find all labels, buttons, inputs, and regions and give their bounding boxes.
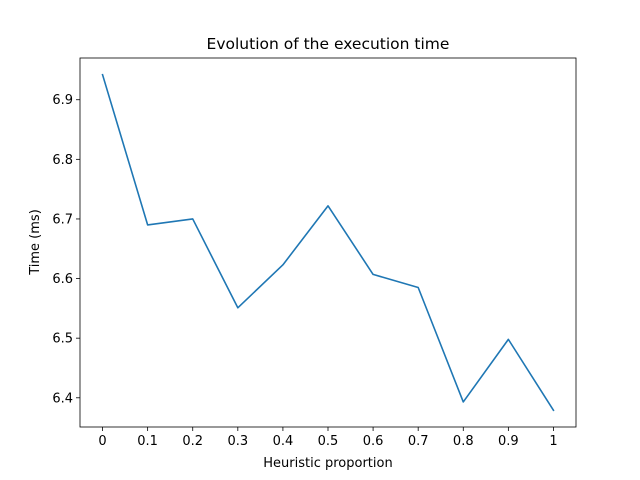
y-tick-label: 6.8: [52, 153, 73, 168]
y-axis-label: Time (ms): [28, 209, 43, 276]
y-axis: 6.4 6.5 6.6 6.7 6.8 6.9: [52, 93, 80, 406]
y-tick-label: 6.7: [52, 212, 73, 227]
x-tick-label: 1: [549, 434, 557, 449]
x-tick-label: 0.8: [453, 434, 474, 449]
plot-area: [101, 73, 555, 412]
x-axis: 0 0.1 0.2 0.3 0.4 0.5 0.6 0.7 0.8 0.9 1: [98, 427, 558, 449]
x-tick-label: 0.6: [363, 434, 384, 449]
x-tick-label: 0.4: [273, 434, 294, 449]
x-axis-label: Heuristic proportion: [263, 456, 392, 471]
y-tick-label: 6.9: [52, 93, 73, 108]
chart-title: Evolution of the execution time: [207, 35, 450, 53]
x-tick-label: 0: [98, 434, 106, 449]
x-tick-label: 0.1: [137, 434, 158, 449]
y-tick-label: 6.6: [52, 272, 73, 287]
x-tick-label: 0.7: [408, 434, 429, 449]
y-tick-label: 6.5: [52, 332, 73, 347]
x-tick-label: 0.2: [182, 434, 203, 449]
x-tick-label: 0.5: [318, 434, 339, 449]
series-line: [101, 73, 555, 412]
y-tick-label: 6.4: [52, 391, 73, 406]
x-tick-label: 0.9: [498, 434, 519, 449]
x-tick-label: 0.3: [227, 434, 248, 449]
